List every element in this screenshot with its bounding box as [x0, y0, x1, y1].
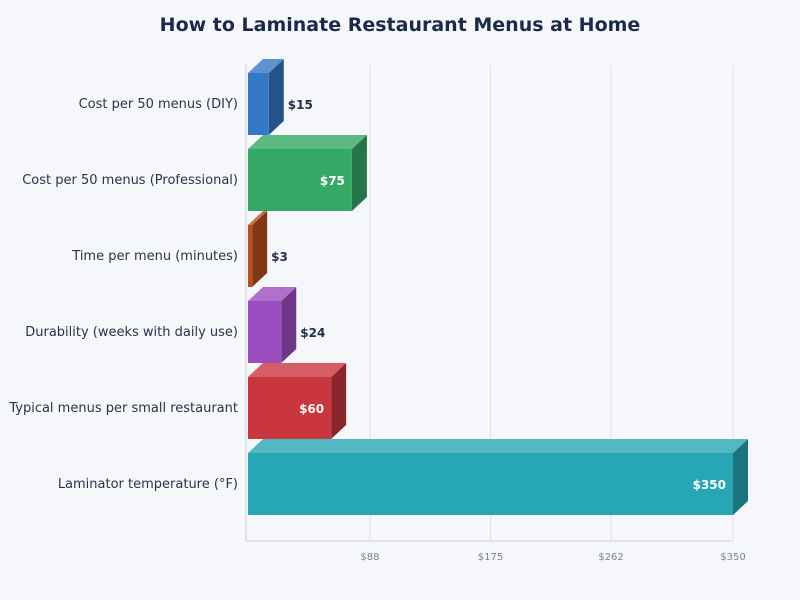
data-label: $24 [300, 326, 325, 340]
data-label: $60 [299, 402, 324, 416]
bar-side [268, 59, 284, 135]
bar [248, 301, 282, 363]
x-tick-label: $88 [360, 552, 379, 563]
bar [248, 73, 269, 135]
data-label: $75 [320, 174, 345, 188]
bar-top [248, 439, 748, 453]
category-label: Cost per 50 menus (DIY) [79, 97, 238, 112]
bar-top [248, 59, 284, 73]
data-label: $15 [288, 98, 313, 112]
x-tick-label: $175 [478, 552, 503, 563]
chart-title: How to Laminate Restaurant Menus at Home [159, 14, 641, 36]
data-label: $350 [693, 478, 726, 492]
category-label: Typical menus per small restaurant [8, 401, 238, 416]
category-label: Durability (weeks with daily use) [25, 325, 238, 340]
bar-top [248, 135, 367, 149]
bar-side [733, 439, 748, 515]
category-label: Laminator temperature (°F) [58, 477, 238, 492]
bar [248, 149, 352, 211]
bar [248, 453, 733, 515]
bar-side [331, 363, 347, 439]
bar-side [351, 135, 367, 211]
bar-top [248, 363, 347, 377]
bar [248, 225, 253, 287]
data-label: $3 [271, 250, 288, 264]
x-tick-label: $350 [720, 552, 745, 563]
bar-top [248, 211, 268, 225]
bar [248, 377, 332, 439]
x-tick-label: $262 [598, 552, 623, 563]
bar-side [252, 211, 268, 287]
category-label: Time per menu (minutes) [71, 249, 238, 264]
bar-side [281, 287, 297, 363]
category-label: Cost per 50 menus (Professional) [22, 173, 238, 188]
bar-top [248, 287, 297, 301]
